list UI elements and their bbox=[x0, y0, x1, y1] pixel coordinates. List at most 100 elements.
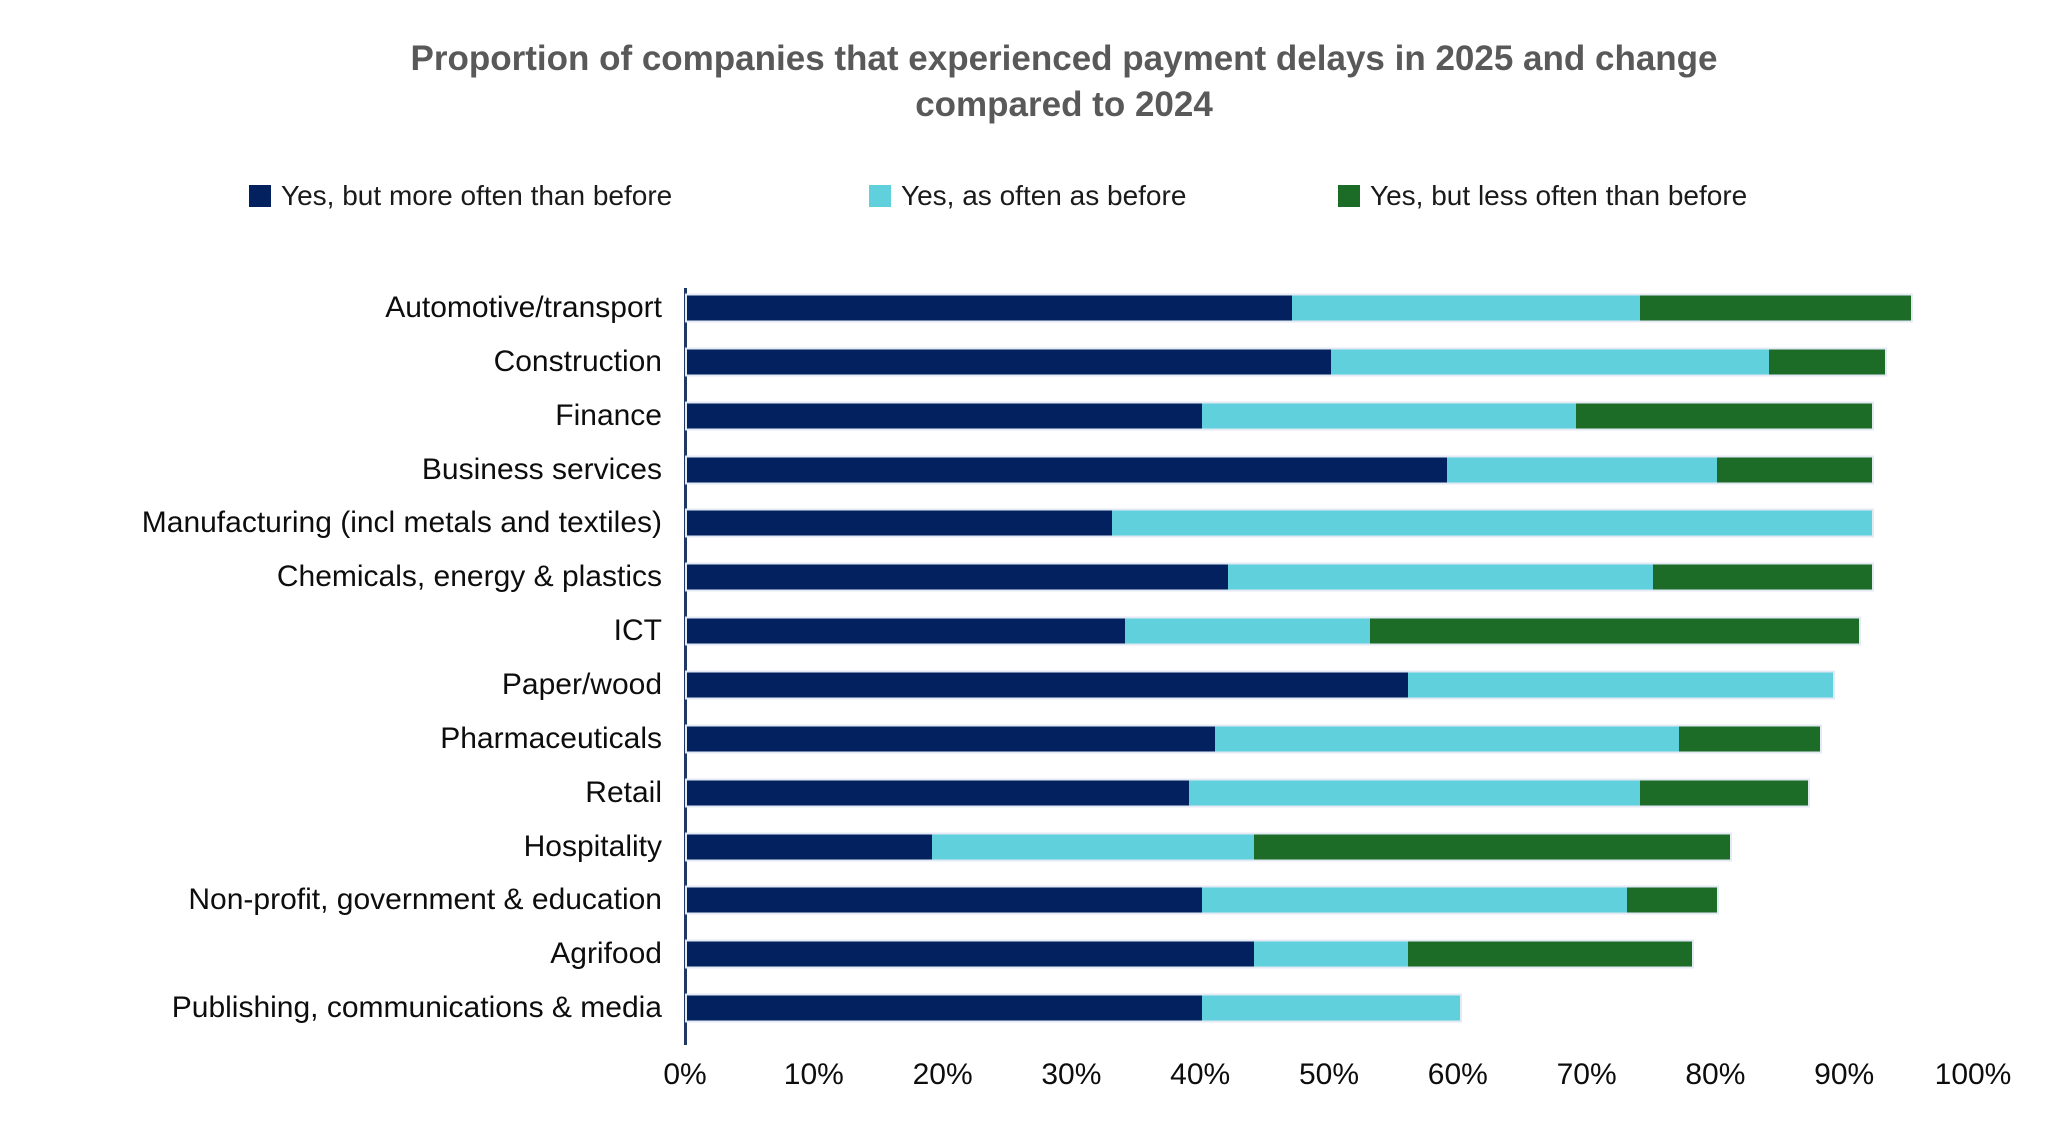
chart-row: ICT bbox=[0, 604, 2068, 658]
bar-segment-more-often bbox=[687, 564, 1228, 590]
legend-item-as-often: Yes, as often as before bbox=[869, 176, 1186, 216]
bar-segment-more-often bbox=[687, 834, 932, 859]
bar-segment-as-often bbox=[1446, 457, 1718, 483]
x-tick-label: 40% bbox=[1170, 1058, 1231, 1091]
chart-title: Proportion of companies that experienced… bbox=[0, 36, 2068, 128]
stacked-bar bbox=[685, 508, 1874, 538]
bar-segment-more-often bbox=[687, 618, 1125, 644]
chart-row: Construction bbox=[0, 335, 2068, 389]
x-tick-label: 10% bbox=[783, 1058, 844, 1091]
bar-segment-more-often bbox=[687, 941, 1254, 967]
chart-row: Retail bbox=[0, 766, 2068, 820]
bar-segment-less-often bbox=[1575, 403, 1872, 429]
stacked-bar bbox=[684, 832, 1733, 861]
bar-segment-as-often bbox=[1202, 887, 1628, 913]
stacked-bar bbox=[685, 562, 1874, 592]
category-label: Chemicals, energy & plastics bbox=[276, 560, 662, 594]
legend-item-less-often: Yes, but less often than before bbox=[1338, 176, 1747, 216]
chart-row: Hospitality bbox=[0, 820, 2068, 874]
bar-segment-as-often bbox=[1331, 349, 1769, 375]
category-label: Manufacturing (incl metals and textiles) bbox=[141, 506, 662, 540]
bar-segment-less-often bbox=[1640, 780, 1808, 806]
category-label: Non-profit, government & education bbox=[188, 883, 662, 917]
chart-row: Manufacturing (incl metals and textiles) bbox=[0, 496, 2068, 550]
bar-segment-less-often bbox=[1768, 349, 1885, 375]
stacked-bar bbox=[685, 778, 1810, 808]
bar-segment-as-often bbox=[1202, 403, 1576, 429]
x-tick-label: 90% bbox=[1814, 1058, 1875, 1091]
category-label: Paper/wood bbox=[501, 667, 662, 701]
category-label: Pharmaceuticals bbox=[440, 721, 662, 755]
bar-segment-as-often bbox=[931, 834, 1254, 859]
category-label: Publishing, communications & media bbox=[171, 991, 662, 1025]
x-tick-label: 100% bbox=[1934, 1058, 2012, 1091]
bar-segment-more-often bbox=[687, 349, 1331, 375]
bar-segment-more-often bbox=[687, 510, 1113, 536]
bar-segment-more-often bbox=[687, 780, 1190, 806]
chart-row: Finance bbox=[0, 389, 2068, 443]
category-label: Agrifood bbox=[550, 937, 662, 971]
stacked-bar bbox=[685, 347, 1887, 377]
bar-segment-more-often bbox=[687, 995, 1203, 1021]
chart-row: Chemicals, energy & plastics bbox=[0, 550, 2068, 604]
legend-item-more-often: Yes, but more often than before bbox=[249, 176, 672, 216]
category-label: Retail bbox=[585, 775, 662, 809]
bar-segment-more-often bbox=[687, 726, 1216, 752]
legend: Yes, but more often than before Yes, as … bbox=[0, 176, 2068, 216]
bar-segment-as-often bbox=[1408, 672, 1834, 698]
category-label: Finance bbox=[555, 398, 662, 432]
x-axis-tick-labels: 0% 10% 20% 30% 40% 50% 60% 70% 80% 90% 100% bbox=[0, 1058, 2068, 1098]
chart-row: Publishing, communications & media bbox=[0, 981, 2068, 1035]
bar-segment-more-often bbox=[687, 672, 1409, 698]
bar-segment-less-often bbox=[1678, 726, 1821, 752]
bar-segment-less-often bbox=[1717, 457, 1872, 483]
x-tick-label: 70% bbox=[1556, 1058, 1617, 1091]
x-tick-label: 60% bbox=[1427, 1058, 1488, 1091]
stacked-bar bbox=[685, 293, 1913, 323]
bar-segment-less-often bbox=[1369, 618, 1860, 644]
bar-segment-as-often bbox=[1292, 295, 1641, 321]
legend-label-less-often: Yes, but less often than before bbox=[1370, 180, 1748, 211]
plot-area: Automotive/transport Construction Finance B… bbox=[0, 281, 2068, 1045]
legend-swatch-navy-icon bbox=[249, 185, 271, 207]
legend-swatch-cyan-icon bbox=[869, 185, 891, 207]
bar-segment-less-often bbox=[1627, 887, 1718, 913]
chart-row: Automotive/transport bbox=[0, 281, 2068, 335]
bar-segment-as-often bbox=[1202, 995, 1460, 1021]
bar-segment-as-often bbox=[1227, 564, 1653, 590]
bar-segment-more-often bbox=[687, 887, 1203, 913]
stacked-bar bbox=[685, 939, 1694, 969]
legend-swatch-green-icon bbox=[1338, 185, 1360, 207]
chart-row: Pharmaceuticals bbox=[0, 712, 2068, 766]
x-tick-label: 30% bbox=[1041, 1058, 1102, 1091]
stacked-bar bbox=[685, 401, 1874, 431]
bar-segment-less-often bbox=[1408, 941, 1692, 967]
chart-row: Paper/wood bbox=[0, 658, 2068, 712]
bar-segment-as-often bbox=[1112, 510, 1872, 536]
x-tick-label: 20% bbox=[912, 1058, 973, 1091]
stacked-bar bbox=[684, 670, 1836, 700]
bar-segment-as-often bbox=[1124, 618, 1370, 644]
x-tick-label: 50% bbox=[1298, 1058, 1360, 1091]
chart-title-line2: compared to 2024 bbox=[915, 85, 1213, 125]
chart-title-line1: Proportion of companies that experienced… bbox=[410, 39, 1718, 78]
category-label: ICT bbox=[613, 614, 662, 648]
bar-segment-less-often bbox=[1253, 834, 1731, 859]
bar-segment-as-often bbox=[1253, 941, 1409, 967]
bar-segment-as-often bbox=[1189, 780, 1641, 806]
bar-segment-more-often bbox=[687, 457, 1447, 483]
stacked-bar bbox=[685, 455, 1874, 485]
x-tick-label: 80% bbox=[1685, 1058, 1746, 1091]
bar-segment-more-often bbox=[687, 295, 1293, 321]
category-label: Automotive/transport bbox=[385, 291, 662, 324]
category-label: Construction bbox=[493, 344, 662, 378]
bar-segment-less-often bbox=[1640, 295, 1911, 321]
stacked-bar bbox=[684, 724, 1823, 754]
legend-label-more-often: Yes, but more often than before bbox=[281, 180, 673, 211]
chart-row: Agrifood bbox=[0, 927, 2068, 981]
x-tick-label: 0% bbox=[663, 1058, 707, 1091]
legend-label-as-often: Yes, as often as before bbox=[901, 180, 1187, 211]
bar-segment-less-often bbox=[1652, 564, 1872, 590]
stacked-bar bbox=[684, 885, 1720, 915]
stacked-bar bbox=[685, 993, 1462, 1023]
